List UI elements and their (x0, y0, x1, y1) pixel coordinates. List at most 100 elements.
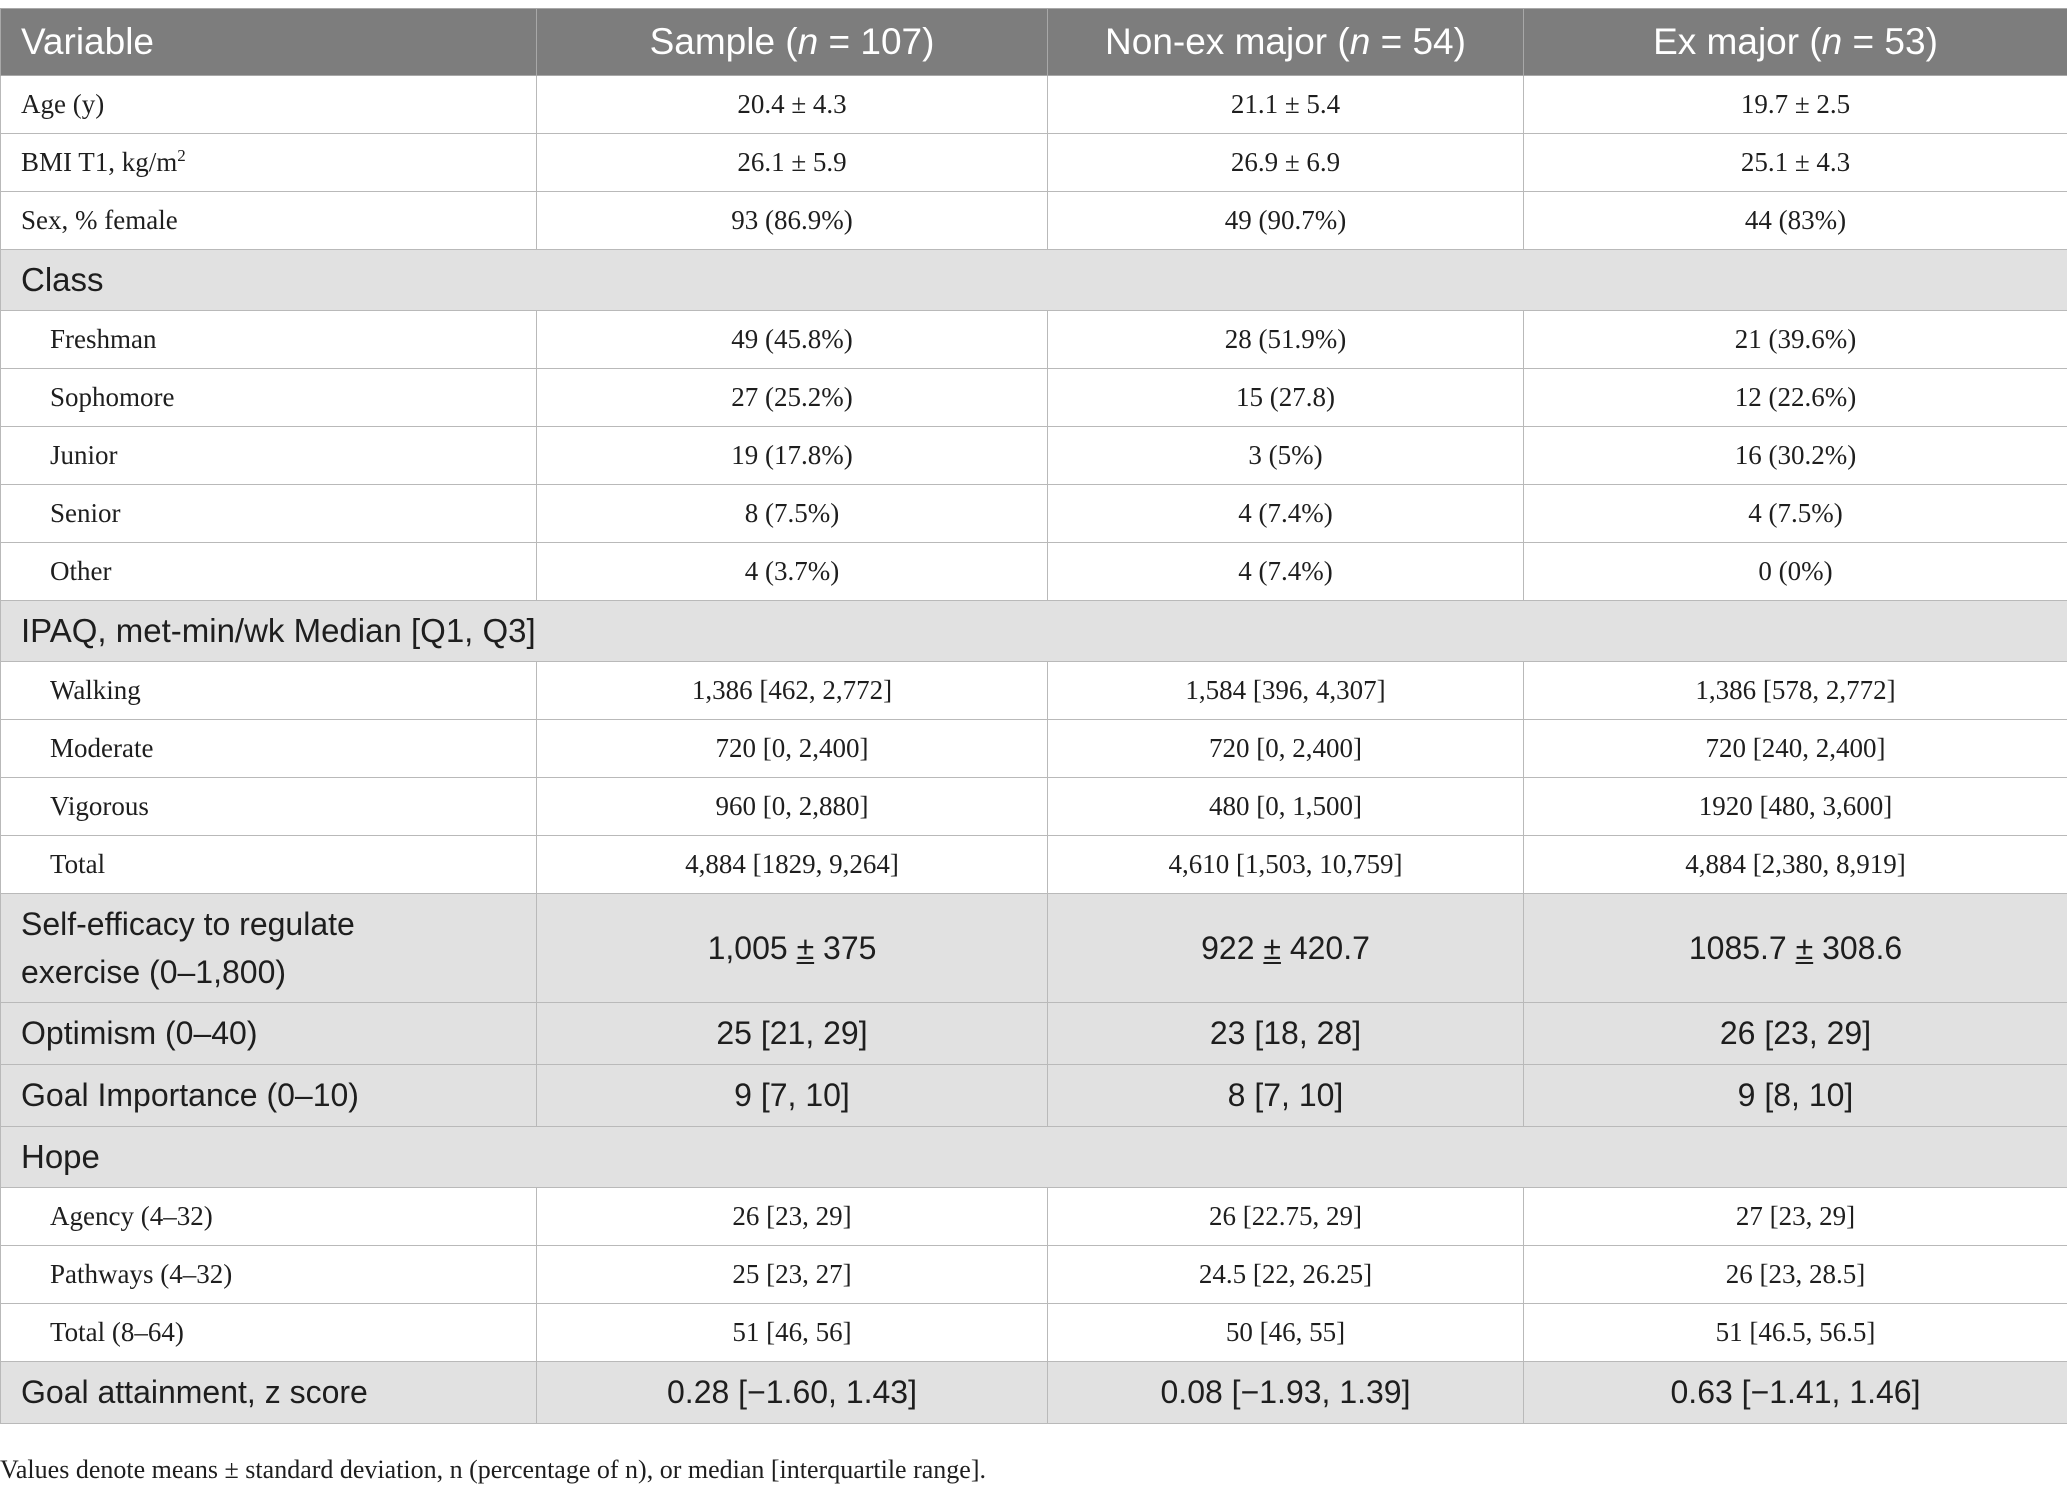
cell-non-ex-major: 0.08 [−1.93, 1.39] (1047, 1361, 1524, 1424)
row-label: Walking (0, 661, 537, 720)
cell-non-ex-major: 49 (90.7%) (1047, 191, 1524, 250)
cell-non-ex-major: 23 [18, 28] (1047, 1002, 1524, 1065)
cell-non-ex-major: 922 ± 420.7 (1047, 893, 1524, 1003)
table-footnote: Values denote means ± standard deviation… (0, 1455, 986, 1484)
cell-non-ex-major: 3 (5%) (1047, 426, 1524, 485)
cell-non-ex-major: 1,584 [396, 4,307] (1047, 661, 1524, 720)
cell-non-ex-major: 24.5 [22, 26.25] (1047, 1245, 1524, 1304)
cell-non-ex-major: 4 (7.4%) (1047, 542, 1524, 601)
cell-ex-major: 21 (39.6%) (1523, 310, 2067, 369)
table-row-other: Other 4 (3.7%) 4 (7.4%) 0 (0%) (0, 542, 2067, 601)
row-label: Age (y) (0, 75, 537, 134)
cell-sample: 27 (25.2%) (536, 368, 1048, 427)
cell-sample: 4 (3.7%) (536, 542, 1048, 601)
cell-sample: 1,005 ± 375 (536, 893, 1048, 1003)
cell-non-ex-major: 4 (7.4%) (1047, 484, 1524, 543)
cell-non-ex-major: 50 [46, 55] (1047, 1303, 1524, 1362)
cell-sample: 26 [23, 29] (536, 1187, 1048, 1246)
row-label: Other (0, 542, 537, 601)
row-label: Agency (4–32) (0, 1187, 537, 1246)
table-row-walking: Walking 1,386 [462, 2,772] 1,584 [396, 4… (0, 661, 2067, 720)
header-sample: Sample (n = 107) (536, 8, 1048, 76)
cell-ex-major: 9 [8, 10] (1523, 1064, 2067, 1127)
row-label: Freshman (0, 310, 537, 369)
section-label: Class (0, 249, 2067, 311)
table-row-bmi: BMI T1, kg/m2 26.1 ± 5.9 26.9 ± 6.9 25.1… (0, 133, 2067, 192)
table-row-pathways: Pathways (4–32) 25 [23, 27] 24.5 [22, 26… (0, 1245, 2067, 1304)
cell-sample: 8 (7.5%) (536, 484, 1048, 543)
cell-non-ex-major: 28 (51.9%) (1047, 310, 1524, 369)
header-non-ex-major: Non-ex major (n = 54) (1047, 8, 1524, 76)
row-label: Total (8–64) (0, 1303, 537, 1362)
cell-sample: 1,386 [462, 2,772] (536, 661, 1048, 720)
data-table: Variable Sample (n = 107) Non-ex major (… (0, 8, 2067, 1424)
cell-ex-major: 26 [23, 28.5] (1523, 1245, 2067, 1304)
cell-non-ex-major: 8 [7, 10] (1047, 1064, 1524, 1127)
row-label: Sex, % female (0, 191, 537, 250)
cell-ex-major: 1085.7 ± 308.6 (1523, 893, 2067, 1003)
table-row-sophomore: Sophomore 27 (25.2%) 15 (27.8) 12 (22.6%… (0, 368, 2067, 427)
cell-non-ex-major: 720 [0, 2,400] (1047, 719, 1524, 778)
cell-sample: 720 [0, 2,400] (536, 719, 1048, 778)
table-row-goal-attainment: Goal attainment, z score 0.28 [−1.60, 1.… (0, 1361, 2067, 1424)
cell-sample: 49 (45.8%) (536, 310, 1048, 369)
table-row-goal-importance: Goal Importance (0–10) 9 [7, 10] 8 [7, 1… (0, 1064, 2067, 1127)
row-label: Goal attainment, z score (0, 1361, 537, 1424)
table-container: Variable Sample (n = 107) Non-ex major (… (0, 8, 2067, 1424)
cell-sample: 4,884 [1829, 9,264] (536, 835, 1048, 894)
section-row-class: Class (0, 249, 2067, 311)
cell-ex-major: 1920 [480, 3,600] (1523, 777, 2067, 836)
row-label: Moderate (0, 719, 537, 778)
table-row-ipaq-total: Total 4,884 [1829, 9,264] 4,610 [1,503, … (0, 835, 2067, 894)
cell-ex-major: 16 (30.2%) (1523, 426, 2067, 485)
cell-ex-major: 0.63 [−1.41, 1.46] (1523, 1361, 2067, 1424)
cell-sample: 0.28 [−1.60, 1.43] (536, 1361, 1048, 1424)
cell-sample: 51 [46, 56] (536, 1303, 1048, 1362)
header-row: Variable Sample (n = 107) Non-ex major (… (0, 8, 2067, 76)
header-variable: Variable (0, 8, 537, 76)
table-row-moderate: Moderate 720 [0, 2,400] 720 [0, 2,400] 7… (0, 719, 2067, 778)
row-label: Total (0, 835, 537, 894)
cell-sample: 93 (86.9%) (536, 191, 1048, 250)
section-label: IPAQ, met-min/wk Median [Q1, Q3] (0, 600, 2067, 662)
cell-sample: 25 [21, 29] (536, 1002, 1048, 1065)
cell-non-ex-major: 4,610 [1,503, 10,759] (1047, 835, 1524, 894)
header-ex-major: Ex major (n = 53) (1523, 8, 2067, 76)
row-label: Sophomore (0, 368, 537, 427)
table-row-freshman: Freshman 49 (45.8%) 28 (51.9%) 21 (39.6%… (0, 310, 2067, 369)
cell-ex-major: 27 [23, 29] (1523, 1187, 2067, 1246)
table-row-vigorous: Vigorous 960 [0, 2,880] 480 [0, 1,500] 1… (0, 777, 2067, 836)
cell-non-ex-major: 26 [22.75, 29] (1047, 1187, 1524, 1246)
row-label: BMI T1, kg/m2 (0, 133, 537, 192)
cell-non-ex-major: 15 (27.8) (1047, 368, 1524, 427)
cell-ex-major: 51 [46.5, 56.5] (1523, 1303, 2067, 1362)
cell-ex-major: 26 [23, 29] (1523, 1002, 2067, 1065)
cell-ex-major: 12 (22.6%) (1523, 368, 2067, 427)
cell-ex-major: 1,386 [578, 2,772] (1523, 661, 2067, 720)
table-row-agency: Agency (4–32) 26 [23, 29] 26 [22.75, 29]… (0, 1187, 2067, 1246)
cell-ex-major: 19.7 ± 2.5 (1523, 75, 2067, 134)
table-row-hope-total: Total (8–64) 51 [46, 56] 50 [46, 55] 51 … (0, 1303, 2067, 1362)
row-label: Junior (0, 426, 537, 485)
table-row-sex: Sex, % female 93 (86.9%) 49 (90.7%) 44 (… (0, 191, 2067, 250)
table-row-junior: Junior 19 (17.8%) 3 (5%) 16 (30.2%) (0, 426, 2067, 485)
row-label: Pathways (4–32) (0, 1245, 537, 1304)
cell-ex-major: 4 (7.5%) (1523, 484, 2067, 543)
cell-ex-major: 720 [240, 2,400] (1523, 719, 2067, 778)
section-row-ipaq: IPAQ, met-min/wk Median [Q1, Q3] (0, 600, 2067, 662)
row-label: Senior (0, 484, 537, 543)
cell-sample: 20.4 ± 4.3 (536, 75, 1048, 134)
table-row-age: Age (y) 20.4 ± 4.3 21.1 ± 5.4 19.7 ± 2.5 (0, 75, 2067, 134)
cell-ex-major: 4,884 [2,380, 8,919] (1523, 835, 2067, 894)
row-label: Vigorous (0, 777, 537, 836)
cell-ex-major: 25.1 ± 4.3 (1523, 133, 2067, 192)
cell-non-ex-major: 21.1 ± 5.4 (1047, 75, 1524, 134)
row-label: Self-efficacy to regulate exercise (0–1,8… (0, 893, 537, 1003)
table-row-optimism: Optimism (0–40) 25 [21, 29] 23 [18, 28] … (0, 1002, 2067, 1065)
row-label: Goal Importance (0–10) (0, 1064, 537, 1127)
cell-non-ex-major: 26.9 ± 6.9 (1047, 133, 1524, 192)
cell-sample: 26.1 ± 5.9 (536, 133, 1048, 192)
cell-ex-major: 44 (83%) (1523, 191, 2067, 250)
cell-sample: 9 [7, 10] (536, 1064, 1048, 1127)
table-row-senior: Senior 8 (7.5%) 4 (7.4%) 4 (7.5%) (0, 484, 2067, 543)
